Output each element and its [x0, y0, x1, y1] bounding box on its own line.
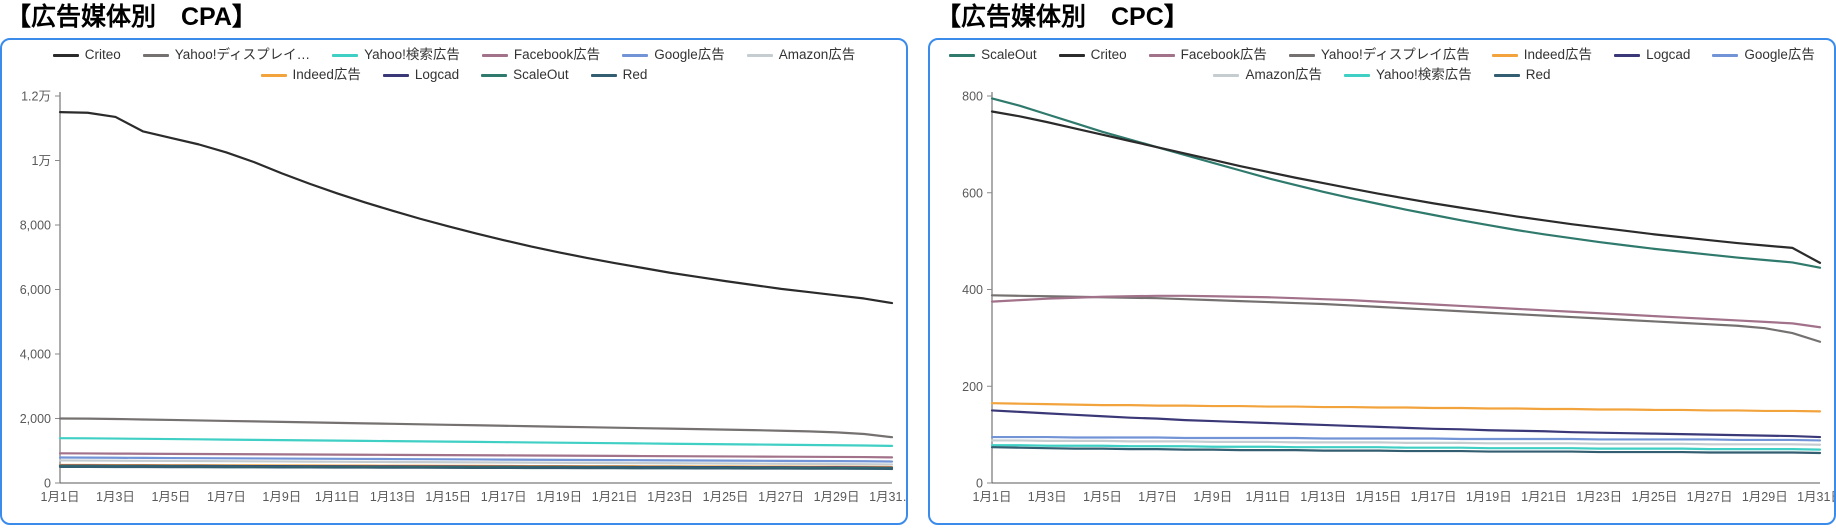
chart-card-cpc: ScaleOut Criteo Facebook広告 Yahoo!ディスプレイ広告 In…: [928, 38, 1836, 525]
x-axis-tick-label: 1月31…: [869, 490, 906, 504]
chart-svg: 0 200 400 600 800 1月1日 1月3日 1月5日 1月7日 1月9日 1月11日 1月…: [962, 90, 1834, 505]
x-axis-tick-label: 1月19日: [536, 490, 582, 504]
x-axis-tick-label: 1月29日: [1742, 490, 1788, 504]
x-axis-tick-label: 1月25日: [703, 490, 749, 504]
x-axis-tick-label: 1月21日: [592, 490, 638, 504]
y-axis-tick-label: 1万: [32, 154, 51, 168]
x-axis-tick-label: 1月23日: [647, 490, 693, 504]
x-axis-tick-label: 1月21日: [1521, 490, 1567, 504]
x-axis-tick-label: 1月27日: [1687, 490, 1733, 504]
x-axis-tick-label: 1月17日: [1411, 490, 1457, 504]
y-axis-tick-label: 1.2万: [21, 90, 51, 104]
y-axis-tick-label: 4,000: [20, 348, 51, 362]
y-axis-tick-label: 0: [44, 477, 51, 491]
page-title-cpa: 【広告媒体別 CPA】: [6, 3, 257, 31]
x-axis-tick-label: 1月9日: [262, 490, 301, 504]
x-axis-tick-label: 1月17日: [481, 490, 527, 504]
y-axis-tick-label: 2,000: [20, 412, 51, 426]
series-line: [990, 439, 1822, 446]
y-axis-tick-label: 6,000: [20, 283, 51, 297]
series-line: [990, 435, 1822, 442]
x-axis-tick-label: 1月13日: [1300, 490, 1346, 504]
y-axis-tick-label: 800: [962, 90, 983, 104]
series-line: [990, 446, 1822, 455]
series-line: [990, 294, 1822, 329]
series-line: [990, 402, 1822, 413]
x-axis-tick-label: 1月19日: [1466, 490, 1512, 504]
x-axis-tick-label: 1月23日: [1576, 490, 1622, 504]
x-axis-tick-label: 1月9日: [1193, 490, 1232, 504]
chart-plot-cpa: 0 2,000 4,000 6,000 8,000 1万 1.2万 1月1日 1月3日 1月5日 1…: [2, 40, 906, 523]
series-line: [58, 437, 894, 448]
series-line: [58, 111, 894, 305]
x-axis-tick-label: 1月1日: [41, 490, 80, 504]
series-line: [990, 97, 1822, 269]
x-axis-tick-label: 1月25日: [1631, 490, 1677, 504]
series-line: [58, 417, 894, 439]
x-axis-tick-label: 1月15日: [425, 490, 471, 504]
series-line: [58, 459, 894, 466]
y-axis-tick-label: 0: [976, 477, 983, 491]
series-line: [58, 465, 894, 471]
x-axis-tick-label: 1月13日: [370, 490, 416, 504]
series-line: [58, 452, 894, 459]
chart-plot-cpc: 0 200 400 600 800 1月1日 1月3日 1月5日 1月7日 1月9日 1月11日 1月…: [930, 40, 1834, 523]
series-line: [990, 444, 1822, 451]
x-axis-tick-label: 1月11日: [1246, 490, 1291, 504]
x-axis-tick-label: 1月3日: [1028, 490, 1067, 504]
x-axis-tick-label: 1月5日: [1083, 490, 1122, 504]
chart-card-cpa: Criteo Yahoo!ディスプレイ… Yahoo!検索広告 Facebook広告 G…: [0, 38, 908, 525]
x-axis-tick-label: 1月5日: [151, 490, 190, 504]
y-axis-tick-label: 200: [962, 380, 983, 394]
x-axis-tick-label: 1月29日: [814, 490, 860, 504]
y-axis-tick-label: 400: [962, 283, 983, 297]
series-line: [58, 456, 894, 463]
x-axis-tick-label: 1月7日: [1138, 490, 1177, 504]
series-line: [990, 110, 1822, 264]
x-axis-tick-label: 1月3日: [96, 490, 135, 504]
series-line: [990, 294, 1822, 343]
chart-svg: 0 2,000 4,000 6,000 8,000 1万 1.2万 1月1日 1月3日 1月5日 1…: [20, 90, 906, 505]
chart-panel-cpc: 【広告媒体別 CPC】 ScaleOut Criteo Facebook広告 Yaho…: [928, 0, 1836, 530]
y-axis-tick-label: 600: [962, 186, 983, 200]
x-axis-tick-label: 1月7日: [207, 490, 246, 504]
x-axis-tick-label: 1月27日: [758, 490, 804, 504]
page-title-cpc: 【広告媒体別 CPC】: [936, 3, 1189, 31]
series-line: [990, 409, 1822, 439]
y-axis-tick-label: 8,000: [20, 219, 51, 233]
x-axis-tick-label: 1月1日: [973, 490, 1012, 504]
x-axis-tick-label: 1月15日: [1355, 490, 1401, 504]
x-axis-tick-label: 1月11日: [315, 490, 360, 504]
chart-panel-cpa: 【広告媒体別 CPA】 Criteo Yahoo!ディスプレイ… Yahoo!検索広…: [0, 0, 908, 530]
x-axis-tick-label: 1月31日: [1797, 490, 1834, 504]
